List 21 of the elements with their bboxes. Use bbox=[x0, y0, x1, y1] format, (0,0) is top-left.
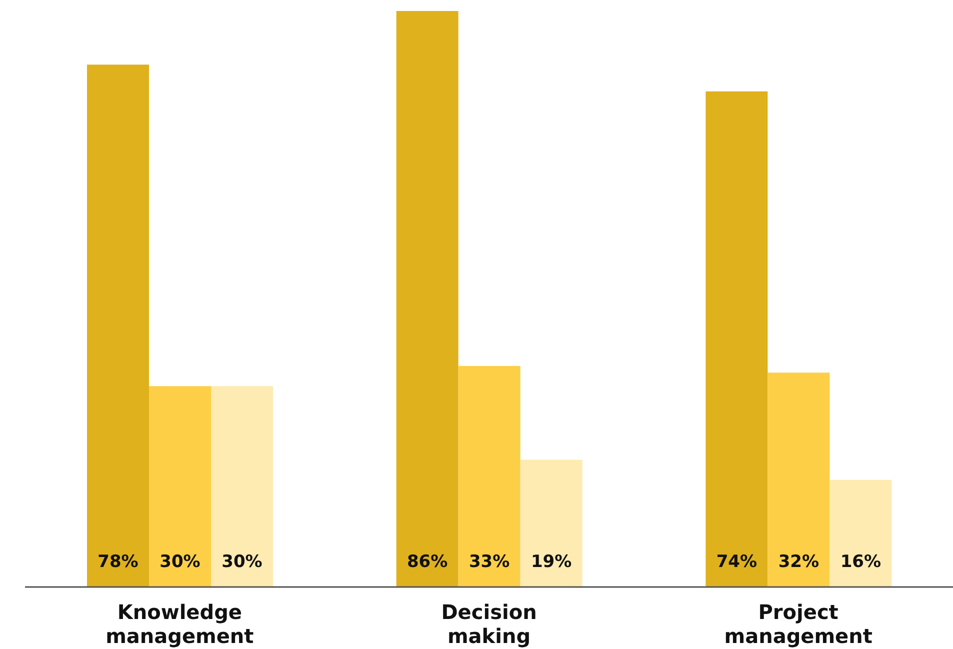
bar bbox=[830, 480, 892, 587]
bar bbox=[396, 11, 458, 587]
bar bbox=[149, 386, 211, 587]
x-tick-label: Project management bbox=[724, 600, 873, 648]
data-label: 19% bbox=[530, 552, 572, 572]
bar bbox=[87, 64, 149, 587]
bar bbox=[768, 372, 830, 587]
bar bbox=[706, 91, 768, 587]
data-label: 33% bbox=[468, 552, 510, 572]
data-label: 78% bbox=[98, 552, 138, 572]
x-tick-label: Decision making bbox=[441, 600, 537, 648]
data-label: 30% bbox=[160, 552, 200, 572]
data-label: 74% bbox=[716, 552, 758, 572]
data-label: 86% bbox=[406, 552, 448, 572]
data-label: 32% bbox=[778, 552, 820, 572]
bar bbox=[458, 366, 520, 587]
data-label: 16% bbox=[840, 552, 882, 572]
data-label: 30% bbox=[222, 552, 262, 572]
bar bbox=[211, 386, 273, 587]
x-tick-label: Knowledge management bbox=[106, 600, 254, 648]
bar bbox=[520, 460, 582, 587]
